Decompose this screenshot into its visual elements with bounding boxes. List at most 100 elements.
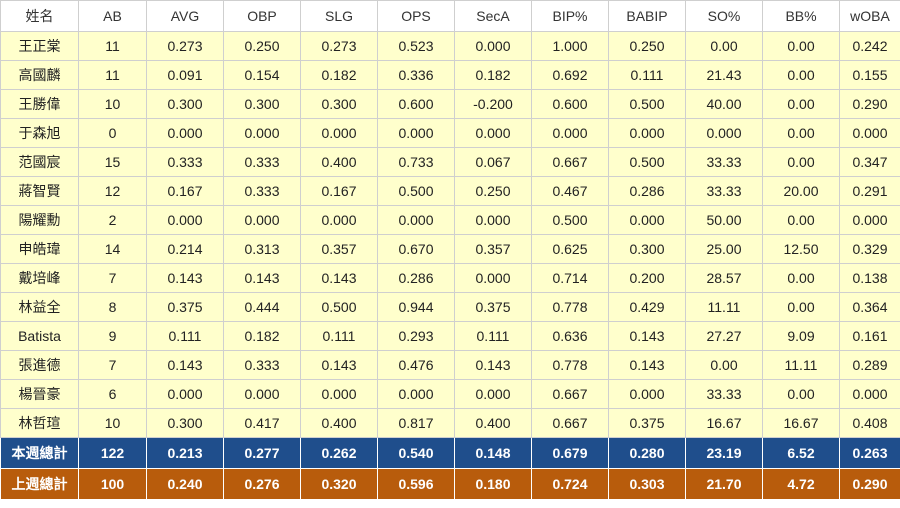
stat-cell-ab: 15 [78, 147, 147, 177]
table-row: 楊晉豪 6 0.000 0.000 0.000 0.000 0.000 0.667 0.000 3… [0, 379, 900, 409]
stat-cell-bb-pct: 16.67 [762, 408, 840, 438]
stat-cell-obp: 0.182 [223, 321, 301, 351]
stat-cell-obp: 0.000 [223, 205, 301, 235]
stat-cell-ops: 0.336 [377, 60, 455, 90]
stat-cell-seca: 0.400 [454, 408, 532, 438]
table-row: 林哲瑄 10 0.300 0.417 0.400 0.817 0.400 0.667 0.375… [0, 408, 900, 438]
stat-cell-ops: 0.670 [377, 234, 455, 264]
stat-cell-bb-pct: 0.00 [762, 60, 840, 90]
total-cell-babip: 0.303 [608, 468, 686, 500]
stat-cell-bip-pct: 0.467 [531, 176, 609, 206]
stat-cell-seca: 0.000 [454, 118, 532, 148]
totals-rows: 本週總計 122 0.213 0.277 0.262 0.540 0.148 0.679 0.2… [0, 437, 900, 500]
stat-cell-so-pct: 33.33 [685, 176, 763, 206]
stat-cell-bb-pct: 0.00 [762, 292, 840, 322]
last-week-total-row: 上週總計 100 0.240 0.276 0.320 0.596 0.180 0.724 0.3… [0, 468, 900, 500]
stat-cell-woba: 0.000 [839, 379, 900, 409]
stat-cell-so-pct: 0.000 [685, 118, 763, 148]
stat-cell-seca: 0.250 [454, 176, 532, 206]
stat-cell-avg: 0.091 [146, 60, 224, 90]
table-row: 高國麟 11 0.091 0.154 0.182 0.336 0.182 0.692 0.111… [0, 60, 900, 90]
total-cell-so-pct: 23.19 [685, 437, 763, 469]
stat-cell-ab: 12 [78, 176, 147, 206]
player-name-cell: 王正棠 [0, 31, 79, 61]
stat-cell-bb-pct: 0.00 [762, 205, 840, 235]
stat-cell-slg: 0.500 [300, 292, 378, 322]
stat-cell-slg: 0.400 [300, 408, 378, 438]
total-cell-bb-pct: 4.72 [762, 468, 840, 500]
stat-cell-ops: 0.817 [377, 408, 455, 438]
stat-cell-babip: 0.500 [608, 89, 686, 119]
total-cell-avg: 0.213 [146, 437, 224, 469]
stat-cell-bip-pct: 0.500 [531, 205, 609, 235]
column-header-babip: BABIP [608, 0, 686, 32]
player-name-cell: 高國麟 [0, 60, 79, 90]
stat-cell-bb-pct: 20.00 [762, 176, 840, 206]
stat-cell-ab: 10 [78, 408, 147, 438]
stat-cell-bb-pct: 0.00 [762, 118, 840, 148]
total-cell-slg: 0.320 [300, 468, 378, 500]
stat-cell-avg: 0.167 [146, 176, 224, 206]
total-cell-obp: 0.276 [223, 468, 301, 500]
table-row: Batista 9 0.111 0.182 0.111 0.293 0.111 0.636 0.… [0, 321, 900, 351]
stat-cell-bb-pct: 0.00 [762, 379, 840, 409]
stat-cell-obp: 0.250 [223, 31, 301, 61]
stat-cell-ops: 0.944 [377, 292, 455, 322]
column-header-ab: AB [78, 0, 147, 32]
table-row: 于森旭 0 0.000 0.000 0.000 0.000 0.000 0.000 0.000 0… [0, 118, 900, 148]
stat-cell-woba: 0.291 [839, 176, 900, 206]
total-cell-ops: 0.540 [377, 437, 455, 469]
stat-cell-ops: 0.600 [377, 89, 455, 119]
stat-cell-slg: 0.000 [300, 379, 378, 409]
stat-cell-ab: 6 [78, 379, 147, 409]
total-cell-bip-pct: 0.724 [531, 468, 609, 500]
stat-cell-ops: 0.000 [377, 205, 455, 235]
stat-cell-bb-pct: 0.00 [762, 31, 840, 61]
total-cell-ab: 122 [78, 437, 147, 469]
stat-cell-seca: 0.000 [454, 31, 532, 61]
stat-cell-avg: 0.214 [146, 234, 224, 264]
player-name-cell: 于森旭 [0, 118, 79, 148]
stat-cell-so-pct: 50.00 [685, 205, 763, 235]
player-name-cell: 林哲瑄 [0, 408, 79, 438]
column-header-bb-pct: BB% [762, 0, 840, 32]
column-header-avg: AVG [146, 0, 224, 32]
total-cell-ab: 100 [78, 468, 147, 500]
stat-cell-so-pct: 33.33 [685, 147, 763, 177]
stat-cell-bip-pct: 0.692 [531, 60, 609, 90]
stat-cell-obp: 0.000 [223, 118, 301, 148]
stat-cell-avg: 0.000 [146, 379, 224, 409]
stat-cell-woba: 0.000 [839, 118, 900, 148]
stat-cell-woba: 0.155 [839, 60, 900, 90]
total-cell-seca: 0.148 [454, 437, 532, 469]
table-row: 戴培峰 7 0.143 0.143 0.143 0.286 0.000 0.714 0.200 2… [0, 263, 900, 293]
player-name-cell: 申皓瑋 [0, 234, 79, 264]
table-row: 王正棠 11 0.273 0.250 0.273 0.523 0.000 1.000 0.250… [0, 31, 900, 61]
stat-cell-bip-pct: 0.778 [531, 292, 609, 322]
stat-cell-slg: 0.143 [300, 263, 378, 293]
stat-cell-seca: 0.000 [454, 205, 532, 235]
stat-cell-babip: 0.200 [608, 263, 686, 293]
stat-cell-ab: 8 [78, 292, 147, 322]
stat-cell-ab: 2 [78, 205, 147, 235]
stat-cell-bip-pct: 0.636 [531, 321, 609, 351]
stat-cell-obp: 0.313 [223, 234, 301, 264]
table-row: 蔣智賢 12 0.167 0.333 0.167 0.500 0.250 0.467 0.286… [0, 176, 900, 206]
stat-cell-so-pct: 40.00 [685, 89, 763, 119]
total-cell-babip: 0.280 [608, 437, 686, 469]
stat-cell-so-pct: 25.00 [685, 234, 763, 264]
total-label-cell: 本週總計 [0, 437, 79, 469]
stat-cell-so-pct: 28.57 [685, 263, 763, 293]
stat-cell-ab: 10 [78, 89, 147, 119]
stat-cell-ab: 11 [78, 31, 147, 61]
stat-cell-ab: 7 [78, 350, 147, 380]
player-name-cell: 戴培峰 [0, 263, 79, 293]
stat-cell-babip: 0.143 [608, 321, 686, 351]
stat-cell-seca: 0.000 [454, 379, 532, 409]
stat-cell-obp: 0.333 [223, 350, 301, 380]
total-cell-bb-pct: 6.52 [762, 437, 840, 469]
stat-cell-avg: 0.143 [146, 263, 224, 293]
stat-cell-babip: 0.000 [608, 118, 686, 148]
stat-cell-babip: 0.375 [608, 408, 686, 438]
stat-cell-so-pct: 16.67 [685, 408, 763, 438]
